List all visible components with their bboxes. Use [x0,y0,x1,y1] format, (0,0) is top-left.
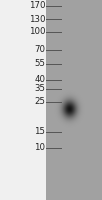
Text: 130: 130 [29,15,45,23]
Text: 40: 40 [34,75,45,84]
Bar [0,0,46,200]
Text: 170: 170 [29,1,45,10]
Text: 55: 55 [34,59,45,68]
Text: 15: 15 [34,128,45,136]
Text: 25: 25 [34,98,45,106]
Text: 100: 100 [29,27,45,36]
Text: 10: 10 [34,144,45,152]
Bar [46,0,102,200]
Text: 70: 70 [34,45,45,54]
Text: 35: 35 [34,84,45,93]
